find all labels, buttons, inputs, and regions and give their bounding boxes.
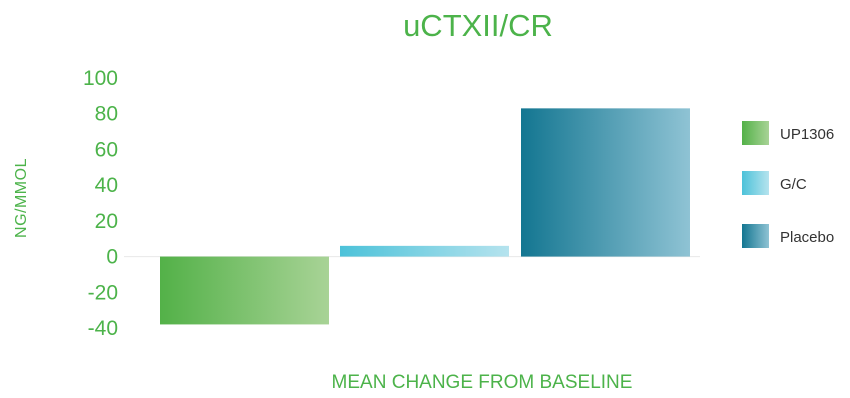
legend-label: G/C bbox=[780, 176, 807, 193]
y-tick-label: 20 bbox=[95, 210, 118, 233]
legend-label: Placebo bbox=[780, 229, 834, 246]
y-tick-label: 60 bbox=[95, 138, 118, 161]
chart-title: uCTXII/CR bbox=[403, 8, 553, 43]
bars bbox=[160, 108, 690, 325]
y-tick-label: 80 bbox=[95, 103, 118, 126]
y-axis-ticks: 100 80 60 40 20 0 -20 -40 bbox=[83, 67, 118, 340]
y-axis-label: NG/MMOL bbox=[13, 158, 30, 238]
legend-swatch bbox=[742, 224, 769, 248]
legend-label: UP1306 bbox=[780, 126, 834, 143]
y-tick-label: 0 bbox=[106, 246, 118, 269]
y-tick-label: 40 bbox=[95, 174, 118, 197]
y-tick-label: -20 bbox=[88, 281, 118, 304]
bar-placebo bbox=[521, 108, 690, 257]
y-tick-label: -40 bbox=[88, 317, 118, 340]
legend-swatch bbox=[742, 171, 769, 195]
bar-g-c bbox=[340, 245, 509, 257]
x-axis-label: MEAN CHANGE FROM BASELINE bbox=[332, 372, 633, 393]
legend: UP1306 G/C Placebo bbox=[742, 121, 834, 248]
bar-up1306 bbox=[160, 256, 329, 325]
legend-swatch bbox=[742, 121, 769, 145]
y-tick-label: 100 bbox=[83, 67, 118, 90]
